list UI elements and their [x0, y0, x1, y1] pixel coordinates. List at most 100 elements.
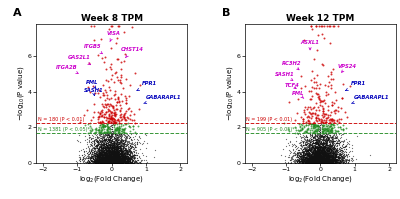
Point [288, 158, 295, 161]
Point [111, 142, 117, 145]
Point [314, 137, 320, 140]
Point [330, 156, 336, 159]
Point [324, 155, 330, 159]
Point [331, 131, 337, 135]
Point [320, 130, 326, 133]
Point [112, 156, 118, 159]
Point [324, 139, 331, 142]
Point [105, 149, 112, 152]
Point [317, 151, 324, 154]
Point [321, 136, 328, 139]
Point [297, 139, 304, 142]
Point [314, 152, 320, 155]
Point [111, 137, 117, 140]
Point [112, 157, 118, 160]
Point [126, 157, 132, 160]
Point [318, 155, 324, 158]
Point [118, 135, 124, 138]
Point [113, 141, 119, 144]
Point [318, 135, 324, 138]
Point [118, 157, 124, 161]
Point [91, 151, 97, 154]
Point [118, 159, 124, 162]
Point [300, 157, 307, 160]
Point [108, 161, 114, 164]
Point [317, 149, 324, 152]
Point [311, 152, 317, 156]
Point [104, 153, 110, 156]
Point [112, 145, 118, 148]
Point [318, 158, 324, 162]
Point [305, 160, 311, 163]
Point [110, 139, 116, 143]
Point [301, 158, 307, 161]
Point [114, 153, 121, 156]
Point [91, 161, 98, 164]
Point [103, 159, 110, 162]
Point [109, 149, 115, 152]
Point [138, 151, 145, 154]
Point [111, 146, 118, 149]
Point [95, 156, 101, 159]
Point [328, 155, 335, 158]
Point [330, 161, 336, 164]
Point [118, 157, 125, 160]
Point [316, 159, 322, 162]
Text: GAS2L1: GAS2L1 [68, 56, 90, 65]
Point [108, 157, 115, 160]
Point [313, 155, 319, 159]
Point [317, 146, 323, 149]
Point [131, 148, 138, 151]
Point [100, 160, 106, 163]
Point [102, 158, 108, 161]
Point [302, 156, 309, 159]
Point [101, 159, 108, 162]
Point [320, 159, 326, 163]
Point [116, 128, 122, 131]
Point [307, 157, 313, 160]
Point [100, 160, 106, 164]
Point [301, 158, 308, 161]
Point [115, 132, 121, 135]
Point [112, 128, 118, 131]
Point [323, 156, 329, 159]
Point [318, 149, 325, 152]
Point [124, 160, 131, 163]
Point [118, 139, 124, 142]
Point [114, 146, 121, 150]
Point [332, 160, 338, 163]
Point [313, 158, 320, 161]
Point [318, 150, 325, 153]
Point [323, 157, 329, 160]
Point [115, 161, 121, 165]
Point [322, 151, 328, 154]
Point [328, 154, 334, 158]
Point [104, 159, 111, 162]
Point [322, 153, 329, 156]
Point [318, 148, 325, 151]
Point [323, 137, 329, 140]
Point [318, 161, 324, 164]
Point [118, 135, 124, 138]
Point [109, 138, 115, 141]
Point [314, 141, 320, 145]
Point [95, 159, 101, 162]
Point [295, 159, 301, 162]
Point [93, 139, 100, 142]
Point [116, 152, 123, 155]
Point [333, 147, 339, 151]
Point [315, 142, 321, 146]
Point [323, 160, 329, 163]
Point [114, 160, 120, 163]
Point [304, 141, 310, 144]
Point [332, 132, 339, 135]
Point [122, 140, 128, 143]
Point [123, 149, 129, 152]
Point [311, 142, 318, 145]
Point [130, 158, 136, 162]
Point [312, 125, 319, 128]
Point [102, 145, 108, 148]
Point [109, 160, 116, 163]
Point [316, 152, 322, 155]
Point [332, 152, 338, 155]
